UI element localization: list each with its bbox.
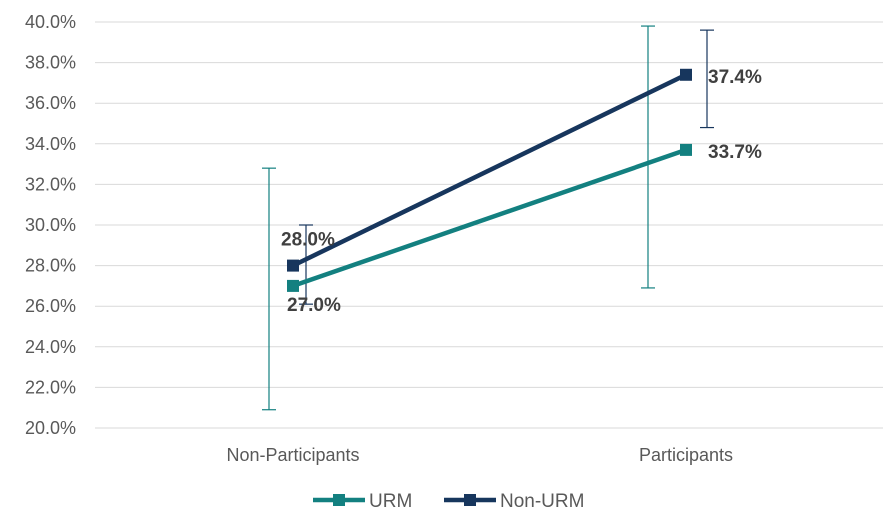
- data-labels: 27.0% 33.7% 28.0% 37.4%: [281, 67, 762, 316]
- series-line: [292, 147, 687, 289]
- legend: URM Non-URM: [313, 491, 584, 512]
- data-label: 27.0%: [287, 295, 341, 316]
- data-point: [680, 143, 692, 156]
- y-tick-label: 24.0%: [25, 337, 76, 357]
- legend-label: Non-URM: [500, 491, 584, 512]
- y-tick-label: 22.0%: [25, 377, 76, 397]
- y-tick-label: 34.0%: [25, 134, 76, 154]
- y-tick-label: 36.0%: [25, 93, 76, 113]
- data-point: [287, 279, 299, 292]
- y-axis-ticks: 20.0% 22.0% 24.0% 26.0% 28.0% 30.0% 32.0% 34.0%…: [25, 12, 76, 438]
- data-label: 28.0%: [281, 230, 335, 251]
- y-tick-label: 26.0%: [25, 296, 76, 316]
- x-axis-categories: Non-Participants Participants: [226, 445, 733, 465]
- y-tick-label: 40.0%: [25, 12, 76, 32]
- data-point: [680, 68, 692, 81]
- y-tick-label: 28.0%: [25, 256, 76, 276]
- data-label: 33.7%: [708, 142, 762, 163]
- data-point: [287, 259, 299, 272]
- y-tick-label: 38.0%: [25, 53, 76, 73]
- error-bars: [262, 25, 714, 411]
- legend-label: URM: [369, 491, 412, 512]
- y-tick-label: 30.0%: [25, 215, 76, 235]
- data-label: 37.4%: [708, 67, 762, 88]
- series-markers: [287, 68, 692, 292]
- series-lines: [292, 72, 687, 289]
- legend-marker: [464, 494, 476, 506]
- y-tick-label: 32.0%: [25, 174, 76, 194]
- gridlines: [95, 21, 883, 429]
- series-line: [292, 72, 687, 268]
- x-category-label: Non-Participants: [226, 445, 359, 465]
- x-category-label: Participants: [639, 445, 733, 465]
- y-tick-label: 20.0%: [25, 418, 76, 438]
- legend-marker: [333, 494, 345, 506]
